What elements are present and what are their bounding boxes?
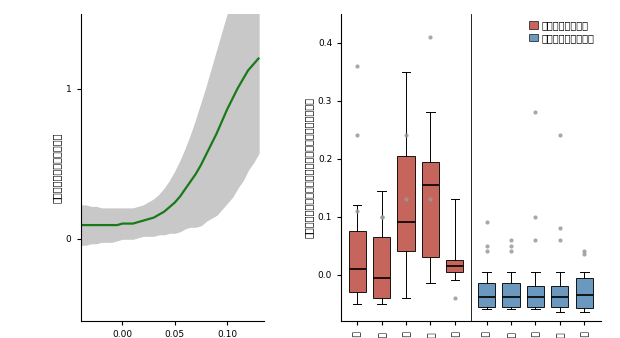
- PathPatch shape: [348, 231, 366, 292]
- PathPatch shape: [478, 283, 495, 307]
- Point: [506, 243, 516, 248]
- PathPatch shape: [527, 286, 544, 307]
- Point: [450, 295, 460, 300]
- Point: [579, 252, 589, 257]
- PathPatch shape: [576, 277, 593, 308]
- Point: [352, 208, 362, 214]
- PathPatch shape: [397, 156, 415, 251]
- PathPatch shape: [446, 260, 463, 272]
- Point: [482, 243, 492, 248]
- Point: [482, 220, 492, 225]
- PathPatch shape: [502, 283, 520, 307]
- Point: [401, 133, 411, 138]
- Point: [376, 214, 386, 219]
- PathPatch shape: [551, 286, 569, 307]
- Point: [482, 249, 492, 254]
- Point: [555, 133, 565, 138]
- Y-axis label: 持続的無反応の獲得可能性: 持続的無反応の獲得可能性: [51, 132, 61, 202]
- Point: [506, 249, 516, 254]
- Point: [401, 196, 411, 202]
- Point: [579, 249, 589, 254]
- Point: [425, 196, 435, 202]
- PathPatch shape: [422, 162, 439, 257]
- Point: [425, 34, 435, 40]
- Point: [531, 110, 541, 115]
- Y-axis label: ビフィドバクテリウム科腸内細菌モジュールの豊富さ: ビフィドバクテリウム科腸内細菌モジュールの豊富さ: [304, 97, 314, 238]
- Point: [352, 63, 362, 69]
- Point: [506, 237, 516, 243]
- Point: [376, 214, 386, 219]
- Point: [555, 237, 565, 243]
- Legend: 持続的無反応獲得, 持続的無反応非獲得: 持続的無反応獲得, 持続的無反応非獲得: [527, 18, 596, 45]
- Point: [531, 214, 541, 219]
- Point: [352, 133, 362, 138]
- PathPatch shape: [373, 237, 390, 298]
- Point: [531, 237, 541, 243]
- Point: [555, 225, 565, 231]
